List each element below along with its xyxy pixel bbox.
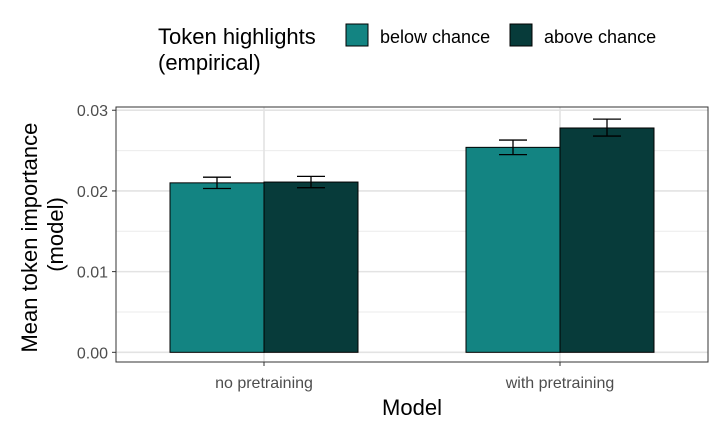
legend-key-below-chance [345, 23, 369, 47]
x-tick-label: no pretraining [215, 375, 313, 392]
legend-label-above-chance: above chance [544, 27, 656, 47]
plot-panel-border [115, 106, 709, 363]
y-axis-title-line-1: Mean token importance [17, 123, 42, 353]
y-axis-title-line-2: (model) [43, 197, 68, 272]
legend: Token highlights (empirical) below chanc… [158, 23, 656, 75]
y-tick-label: 0.00 [77, 345, 108, 362]
bar-above-chance-with-pretraining [559, 127, 655, 353]
bar-below-chance-with-pretraining [465, 146, 561, 353]
error-bars [203, 118, 621, 190]
x-tick-label: with pretraining [505, 375, 615, 392]
bar-above-chance-no-pretraining [263, 181, 359, 353]
error-bar [499, 139, 527, 156]
legend-label-below-chance: below chance [380, 27, 490, 47]
bar-below-chance-no-pretraining [169, 182, 265, 353]
x-axis: no pretraining with pretraining [215, 362, 614, 392]
error-bar [593, 118, 621, 137]
y-axis-title: Mean token importance (model) [17, 116, 68, 352]
x-axis-title: Model [382, 395, 442, 420]
y-axis: 0.00 0.01 0.02 0.03 [77, 103, 116, 362]
legend-title: Token highlights (empirical) [158, 24, 322, 75]
legend-key-above-chance [509, 23, 533, 47]
bars [169, 127, 655, 353]
y-tick-label: 0.03 [77, 103, 108, 120]
legend-title-line-1: Token highlights [158, 24, 316, 49]
y-tick-label: 0.02 [77, 184, 108, 201]
error-bar [203, 176, 231, 190]
legend-title-line-2: (empirical) [158, 50, 261, 75]
y-tick-label: 0.01 [77, 265, 108, 282]
error-bar [297, 175, 325, 189]
